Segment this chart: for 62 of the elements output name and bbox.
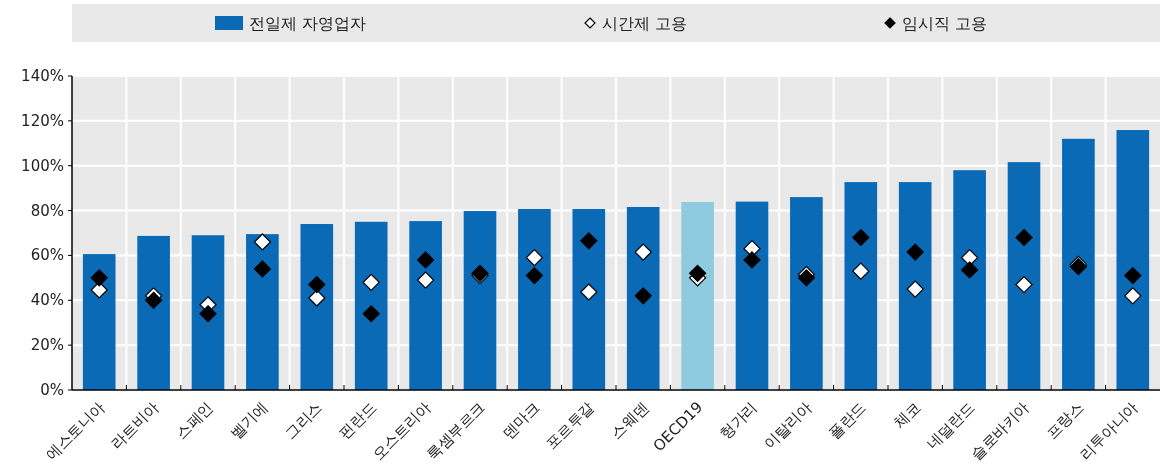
bar: [681, 202, 714, 390]
y-tick-label: 40%: [30, 291, 64, 310]
point: [743, 251, 761, 269]
point: [253, 233, 271, 251]
bar: [463, 211, 497, 390]
bar: [1062, 138, 1095, 390]
bar: [191, 235, 225, 390]
bar: [626, 206, 660, 390]
point: [525, 249, 543, 267]
point: [852, 262, 870, 280]
point: [90, 281, 108, 299]
point: [580, 283, 598, 301]
point: [689, 264, 707, 282]
y-tick-label: 60%: [30, 246, 64, 265]
x-tick-label: 체코: [890, 398, 925, 433]
legend-label: 임시직 고용: [902, 14, 988, 33]
point: [362, 305, 380, 323]
bar: [953, 170, 986, 390]
point: [145, 291, 163, 309]
bar: [1007, 162, 1041, 390]
point: [417, 271, 435, 289]
bar: [409, 221, 442, 390]
point: [852, 228, 870, 247]
bar: [1116, 130, 1150, 390]
point: [1124, 287, 1142, 305]
point: [308, 289, 326, 307]
bar: [246, 234, 279, 390]
y-tick-label: 0%: [40, 381, 64, 399]
bar: [844, 182, 878, 390]
point: [634, 243, 652, 261]
point: [634, 287, 652, 305]
point: [906, 243, 924, 261]
y-tick-label: 120%: [21, 111, 64, 130]
point: [362, 273, 380, 291]
bar: [82, 254, 116, 390]
y-tick-label: 100%: [21, 156, 64, 175]
point: [580, 232, 598, 250]
y-tick-label: 140%: [21, 67, 64, 85]
point: [417, 251, 435, 269]
point: [797, 269, 815, 287]
bar: [790, 197, 823, 390]
legend-label: 전일제 자영업자: [249, 14, 367, 33]
point: [1015, 228, 1033, 247]
bar: [572, 209, 606, 390]
bar: [898, 182, 932, 390]
y-tick-label: 80%: [30, 201, 64, 220]
point: [90, 269, 108, 287]
point: [253, 260, 271, 278]
point: [906, 280, 924, 298]
point: [199, 305, 217, 323]
point: [1124, 267, 1142, 285]
point: [961, 261, 979, 279]
bar: [735, 201, 769, 390]
bar: [137, 235, 170, 390]
bar: [518, 209, 551, 390]
legend-label: 시간제 고용: [602, 14, 688, 33]
y-tick-label: 20%: [30, 336, 64, 355]
bar: [354, 221, 388, 390]
bar: [300, 224, 334, 390]
point: [308, 275, 326, 294]
point: [525, 267, 543, 285]
point: [1015, 275, 1033, 294]
